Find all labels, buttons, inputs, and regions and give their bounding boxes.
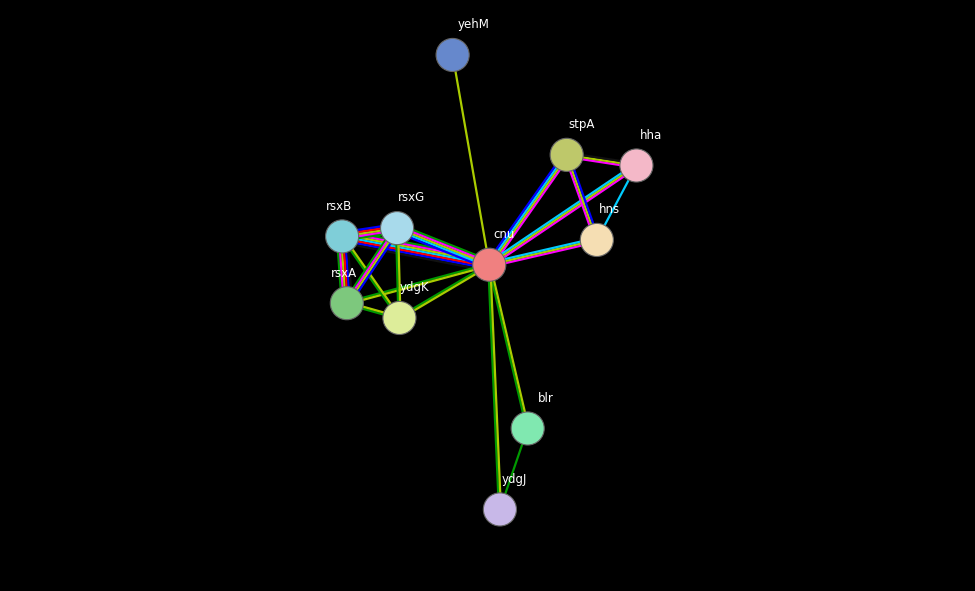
Text: hns: hns bbox=[600, 203, 620, 216]
Text: rsxB: rsxB bbox=[326, 200, 352, 213]
Circle shape bbox=[580, 223, 613, 256]
Circle shape bbox=[383, 301, 416, 335]
Circle shape bbox=[436, 38, 469, 72]
Text: rsxA: rsxA bbox=[331, 267, 357, 280]
Circle shape bbox=[550, 138, 583, 171]
Text: rsxG: rsxG bbox=[398, 191, 425, 204]
Circle shape bbox=[484, 493, 517, 526]
Text: cnu: cnu bbox=[493, 228, 515, 241]
Circle shape bbox=[620, 149, 653, 182]
Text: ydgJ: ydgJ bbox=[502, 473, 527, 486]
Circle shape bbox=[331, 287, 364, 320]
Text: stpA: stpA bbox=[568, 118, 595, 131]
Text: yehM: yehM bbox=[457, 18, 489, 31]
Circle shape bbox=[326, 220, 359, 253]
Circle shape bbox=[511, 412, 544, 445]
Circle shape bbox=[380, 212, 413, 245]
Text: hha: hha bbox=[640, 129, 662, 142]
Text: blr: blr bbox=[537, 392, 554, 405]
Circle shape bbox=[473, 248, 506, 281]
Text: ydgK: ydgK bbox=[400, 281, 429, 294]
